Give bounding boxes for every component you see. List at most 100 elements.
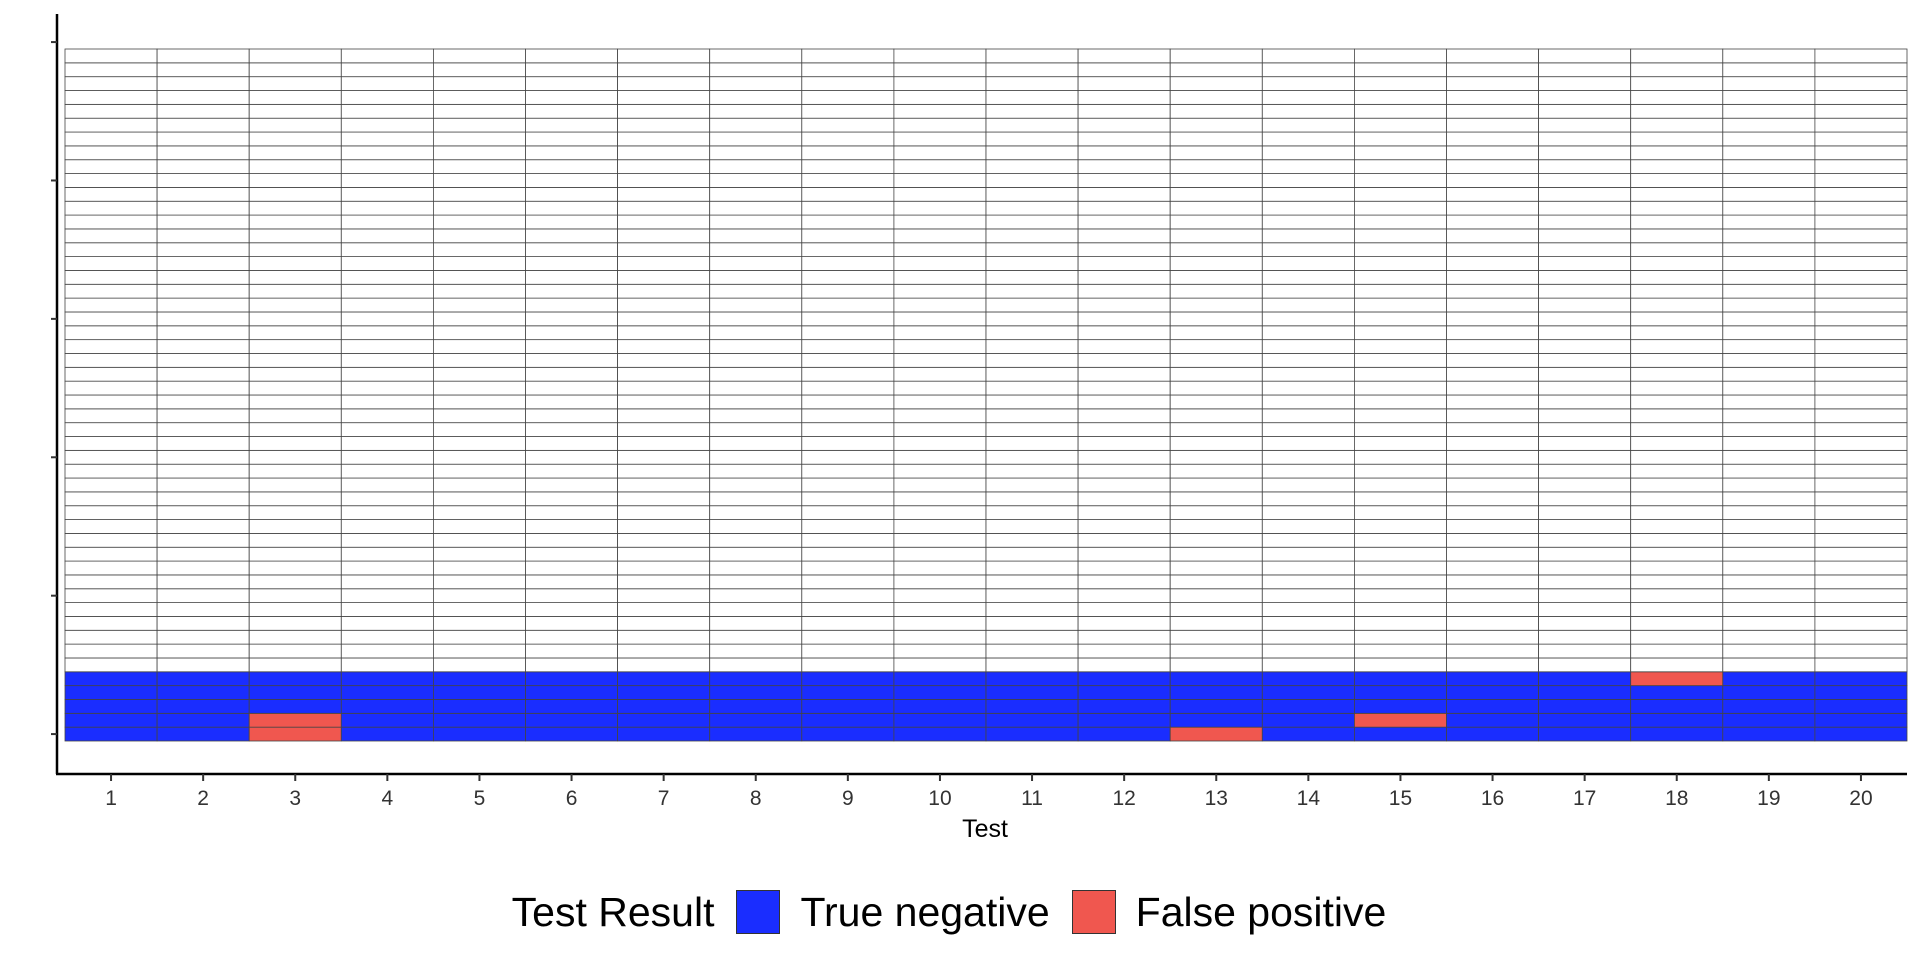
cell-true-negative xyxy=(340,671,434,687)
legend-swatch-false-positive xyxy=(1071,890,1116,934)
cell-untested xyxy=(709,394,803,410)
cell-untested xyxy=(985,325,1079,341)
cell-untested xyxy=(1354,103,1447,119)
cell-true-negative xyxy=(1538,726,1632,742)
cell-untested xyxy=(709,353,803,368)
cell-untested xyxy=(1261,588,1355,604)
cell-untested xyxy=(1077,616,1171,631)
cell-untested xyxy=(1814,657,1908,673)
cell-untested xyxy=(1446,546,1539,562)
cell-untested xyxy=(525,602,618,617)
cell-untested xyxy=(248,408,342,424)
cell-untested xyxy=(1354,408,1447,424)
cell-untested xyxy=(1814,173,1908,188)
cell-untested xyxy=(248,616,342,631)
cell-untested xyxy=(893,76,987,91)
cell-untested xyxy=(1538,256,1632,271)
cell-untested xyxy=(617,408,711,424)
cell-untested xyxy=(432,214,526,230)
cell-untested xyxy=(801,616,895,631)
cell-untested xyxy=(801,48,895,64)
cell-untested xyxy=(1538,90,1632,105)
cell-untested xyxy=(525,353,618,368)
cell-untested xyxy=(1354,491,1447,507)
cell-untested xyxy=(1630,159,1724,174)
cell-untested xyxy=(64,297,158,313)
cell-true-negative xyxy=(985,712,1079,728)
cell-untested xyxy=(1077,103,1171,119)
cell-untested xyxy=(985,560,1079,576)
cell-untested xyxy=(709,463,803,479)
cell-untested xyxy=(617,394,711,410)
cell-untested xyxy=(1077,325,1171,341)
cell-true-negative xyxy=(432,712,526,728)
cell-untested xyxy=(1261,629,1355,645)
cell-untested xyxy=(64,394,158,410)
cell-untested xyxy=(1814,353,1908,368)
cell-untested xyxy=(1169,366,1263,382)
cell-untested xyxy=(1261,477,1355,493)
cell-untested xyxy=(64,463,158,479)
cell-untested xyxy=(432,574,526,590)
cell-untested xyxy=(1354,519,1447,534)
cell-true-negative xyxy=(432,699,526,714)
cell-untested xyxy=(1169,159,1263,174)
cell-untested xyxy=(1722,366,1816,382)
cell-untested xyxy=(64,546,158,562)
cell-untested xyxy=(156,533,250,548)
cell-untested xyxy=(801,408,895,424)
cell-untested xyxy=(801,366,895,382)
cell-untested xyxy=(432,145,526,161)
cell-untested xyxy=(1814,616,1908,631)
cell-untested xyxy=(1814,477,1908,493)
cell-untested xyxy=(1538,103,1632,119)
cell-untested xyxy=(617,616,711,631)
cell-untested xyxy=(248,339,342,354)
cell-untested xyxy=(1354,283,1447,299)
cell-untested xyxy=(1077,463,1171,479)
x-tick-label: 8 xyxy=(750,787,762,810)
cell-untested xyxy=(1722,325,1816,341)
cell-untested xyxy=(801,200,895,216)
cell-untested xyxy=(1538,491,1632,507)
cell-untested xyxy=(709,366,803,382)
cell-true-negative xyxy=(432,671,526,687)
cell-untested xyxy=(1814,519,1908,534)
cell-true-negative xyxy=(801,712,895,728)
cell-untested xyxy=(709,422,803,437)
cell-untested xyxy=(1446,574,1539,590)
cell-untested xyxy=(893,297,987,313)
cell-untested xyxy=(156,270,250,285)
cell-true-negative xyxy=(1630,726,1724,742)
cell-untested xyxy=(340,657,434,673)
cell-false-positive xyxy=(1169,726,1263,742)
cell-untested xyxy=(1722,159,1816,174)
cell-untested xyxy=(801,422,895,437)
cell-untested xyxy=(985,546,1079,562)
cell-untested xyxy=(1538,449,1632,465)
cell-untested xyxy=(248,436,342,451)
cell-untested xyxy=(432,477,526,493)
cell-true-negative xyxy=(985,699,1079,714)
x-tick-label: 3 xyxy=(289,787,301,810)
cell-untested xyxy=(340,477,434,493)
cell-untested xyxy=(1446,173,1539,188)
cell-untested xyxy=(1538,325,1632,341)
cell-untested xyxy=(156,629,250,645)
cell-untested xyxy=(156,519,250,534)
cell-untested xyxy=(64,560,158,576)
cell-untested xyxy=(525,574,618,590)
cell-untested xyxy=(1077,90,1171,105)
cell-untested xyxy=(248,533,342,548)
cell-untested xyxy=(248,574,342,590)
cell-untested xyxy=(1446,449,1539,465)
cell-untested xyxy=(156,588,250,604)
cell-untested xyxy=(1446,283,1539,299)
cell-false-positive xyxy=(248,726,342,742)
cell-untested xyxy=(1722,256,1816,271)
cell-untested xyxy=(156,62,250,78)
cell-untested xyxy=(1446,145,1539,161)
cell-untested xyxy=(1814,463,1908,479)
cell-untested xyxy=(893,311,987,327)
cell-untested xyxy=(1446,519,1539,534)
